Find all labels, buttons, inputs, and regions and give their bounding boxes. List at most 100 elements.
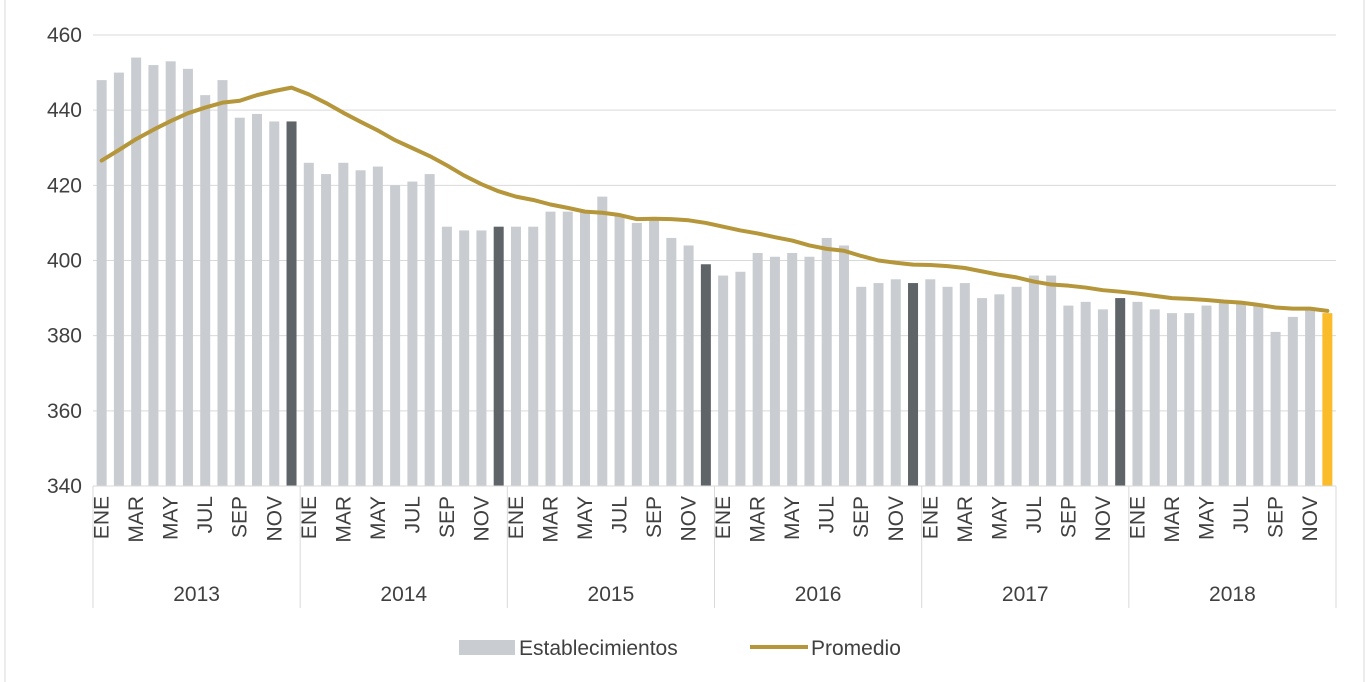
bar — [148, 65, 159, 486]
x-tick-label: SEP — [1265, 496, 1288, 538]
x-axis: ENE MAR MAY JUL SEP NOV 2013 ENE MAR MAY JUL SEP NOV… — [91, 485, 1337, 608]
bar — [1063, 305, 1074, 486]
bar — [528, 226, 539, 486]
bar — [424, 174, 435, 486]
x-tick-label: JUL — [401, 496, 424, 533]
legend: Establecimientos Promedio — [459, 637, 901, 660]
x-tick-label: NOV — [1092, 496, 1115, 542]
bar — [321, 174, 332, 486]
bar — [1322, 313, 1333, 486]
bar — [562, 211, 573, 486]
bar — [545, 211, 556, 486]
bar — [925, 279, 936, 486]
x-tick-label: ENE — [1126, 496, 1149, 539]
bar — [856, 286, 867, 486]
x-tick-label: SEP — [436, 496, 459, 538]
bar — [700, 264, 711, 486]
year-label: 2017 — [1002, 583, 1049, 606]
x-tick-label: JUL — [1023, 496, 1046, 533]
x-tick-label: MAY — [781, 496, 804, 540]
y-tick-label: 360 — [47, 400, 82, 423]
bar — [631, 222, 642, 487]
bar — [1080, 301, 1091, 486]
y-tick-label: 420 — [47, 174, 82, 197]
bar — [269, 121, 280, 486]
bar — [873, 283, 884, 486]
bar — [580, 211, 591, 486]
bar — [683, 245, 694, 486]
year-label: 2016 — [795, 583, 842, 606]
x-tick-label: MAY — [988, 496, 1011, 540]
bar — [838, 245, 849, 486]
bar — [372, 166, 383, 487]
x-tick-label: NOV — [1299, 496, 1322, 542]
x-tick-label: ENE — [505, 496, 528, 539]
x-tick-label: NOV — [263, 496, 286, 542]
x-tick-label: SEP — [1057, 496, 1080, 538]
bar — [390, 185, 401, 486]
bar — [96, 80, 107, 486]
bar — [597, 196, 608, 487]
bar — [1236, 301, 1247, 486]
x-tick-label: MAR — [1161, 496, 1184, 543]
bar — [476, 230, 487, 486]
bar — [234, 117, 245, 487]
bar — [1305, 309, 1316, 486]
bar — [1132, 301, 1143, 486]
x-tick-label: NOV — [885, 496, 908, 542]
line-promedio — [99, 85, 1330, 313]
x-tick-label: ENE — [712, 496, 735, 539]
legend-label-establecimientos: Establecimientos — [519, 637, 678, 660]
x-tick-label: SEP — [643, 496, 666, 538]
y-tick-label: 440 — [47, 99, 82, 122]
bar — [252, 113, 263, 487]
bar — [131, 57, 142, 487]
bar — [165, 61, 176, 487]
bar — [407, 181, 418, 486]
x-tick-label: MAR — [125, 496, 148, 543]
year-label: 2013 — [173, 583, 220, 606]
x-tick-label: JUL — [194, 496, 217, 533]
legend-label-promedio: Promedio — [811, 637, 901, 660]
bar — [510, 226, 521, 486]
legend-swatch-establecimientos — [459, 640, 515, 655]
bar — [787, 252, 798, 486]
bar — [959, 283, 970, 486]
x-tick-label: MAY — [574, 496, 597, 540]
bar — [735, 271, 746, 486]
year-label: 2015 — [588, 583, 635, 606]
bar — [890, 279, 901, 486]
bar — [1201, 305, 1212, 486]
bar — [718, 275, 729, 486]
x-tick-label: MAY — [1196, 496, 1219, 540]
bar — [338, 162, 349, 486]
bar — [200, 95, 211, 486]
bar — [1115, 298, 1126, 486]
bar — [182, 68, 193, 486]
x-tick-label: JUL — [1230, 496, 1253, 533]
x-tick-label: MAY — [367, 496, 390, 540]
bar — [1166, 313, 1177, 486]
x-tick-label: MAR — [954, 496, 977, 543]
y-tick-label: 460 — [47, 24, 82, 47]
year-label: 2018 — [1209, 583, 1256, 606]
bar — [493, 226, 504, 486]
bar — [1028, 275, 1039, 486]
bars-establecimientos — [96, 57, 1333, 487]
y-tick-label: 380 — [47, 325, 82, 348]
x-tick-label: MAY — [160, 496, 183, 540]
x-tick-label: MAR — [747, 496, 770, 543]
bar — [804, 256, 815, 486]
y-tick-label: 400 — [47, 250, 82, 273]
x-tick-label: ENE — [298, 496, 321, 539]
bar — [908, 283, 919, 486]
bar — [459, 230, 470, 486]
y-tick-label: 340 — [47, 475, 82, 498]
bar — [821, 237, 832, 486]
bar — [942, 286, 953, 486]
bar — [303, 162, 314, 486]
year-label: 2014 — [380, 583, 427, 606]
bar — [1287, 316, 1298, 487]
